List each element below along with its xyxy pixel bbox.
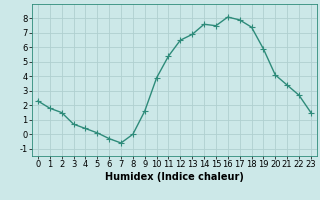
X-axis label: Humidex (Indice chaleur): Humidex (Indice chaleur)	[105, 172, 244, 182]
